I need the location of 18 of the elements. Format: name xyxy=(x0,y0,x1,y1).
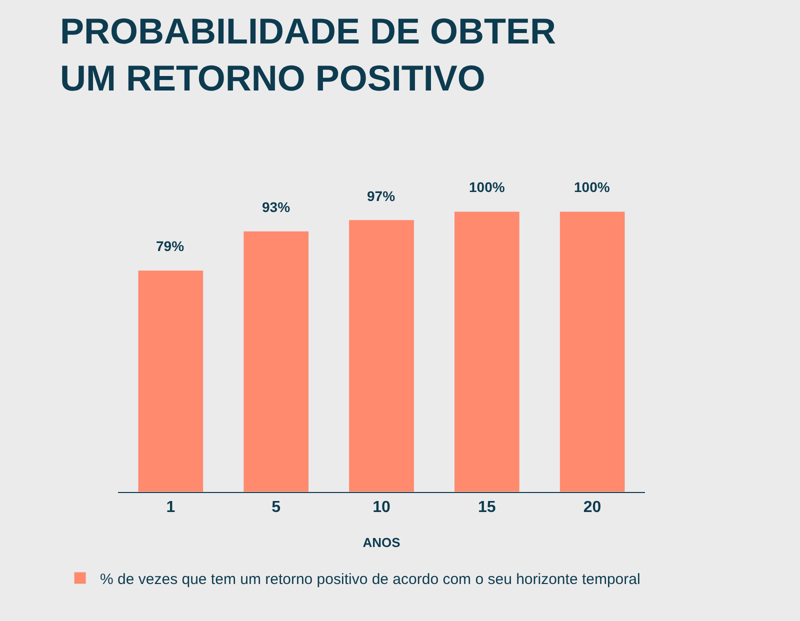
bar xyxy=(559,211,626,492)
chart-title: PROBABILIDADE DE OBTER UM RETORNO POSITIVO xyxy=(60,10,556,98)
data-label: 93% xyxy=(262,199,291,215)
x-tick-label: 20 xyxy=(583,499,602,516)
x-tick-label: 5 xyxy=(272,499,281,516)
legend-label: % de vezes que tem um retorno positivo de acordo com o seu horizonte temporal xyxy=(100,570,640,588)
x-tick-label: 10 xyxy=(372,499,390,516)
x-axis-title: ANOS xyxy=(362,534,401,550)
x-tick-label: 15 xyxy=(478,499,496,516)
data-label: 97% xyxy=(367,188,396,204)
x-tick-label: 1 xyxy=(166,499,176,516)
data-label: 79% xyxy=(156,238,185,254)
data-label: 100% xyxy=(469,179,506,195)
bar xyxy=(348,220,414,492)
bar xyxy=(454,211,520,492)
data-label: 100% xyxy=(574,179,610,195)
bar xyxy=(138,270,204,492)
bar xyxy=(243,230,310,492)
